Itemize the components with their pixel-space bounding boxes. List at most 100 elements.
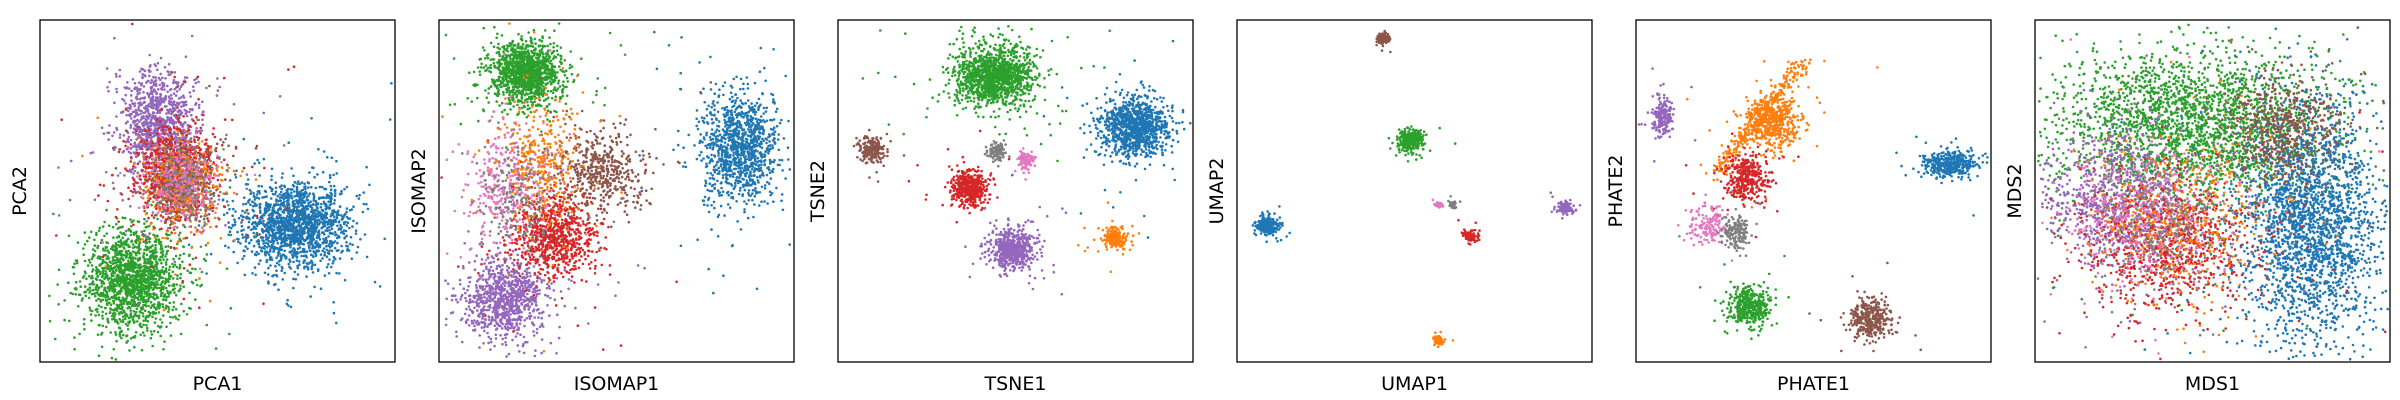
scatter-point [116,208,119,211]
scatter-point [139,144,143,148]
scatter-point [263,271,267,275]
scatter-point [147,289,151,292]
scatter-point [133,320,136,324]
scatter-point [152,329,156,333]
scatter-point [149,197,152,200]
scatter-point [129,313,133,317]
scatter-point [243,196,246,199]
scatter-point [344,212,347,216]
scatter-point [124,281,128,285]
scatter-point [128,245,131,249]
scatter-point [123,299,127,303]
scatter-point [314,212,318,216]
scatter-point [126,277,129,281]
scatter-point [79,285,82,289]
scatter-point [138,130,141,133]
scatter-point [167,118,171,121]
scatter-point [329,191,333,195]
scatter-point [259,259,262,262]
scatter-point [112,271,116,275]
scatter-point [118,263,122,267]
scatter-point [284,257,288,260]
scatter-point [340,244,343,248]
scatter-point [251,208,254,212]
scatter-point [133,334,137,338]
scatter-point [169,246,173,249]
scatter-point [147,247,150,251]
scatter-point [140,67,143,71]
scatter-point [225,200,229,203]
scatter-point [168,284,171,287]
scatter-point [307,202,311,205]
scatter-point [301,207,304,211]
scatter-point [136,154,140,157]
scatter-point [126,259,130,263]
scatter-point [133,104,136,108]
scatter-point [116,256,119,260]
scatter-point [163,98,167,101]
scatter-point [329,184,333,188]
scatter-point [270,167,274,171]
scatter-point [139,291,143,294]
scatter-point [78,280,82,283]
scatter-point [325,265,329,269]
scatter-point [129,146,133,150]
scatter-point [171,308,174,312]
scatter-point [83,259,87,263]
scatter-point [103,277,106,281]
scatter-point [336,224,339,228]
scatter-point [149,336,153,340]
scatter-point [122,268,125,272]
scatter-point [325,196,328,200]
scatter-point [292,286,295,290]
scatter-point [202,110,205,113]
scatter-point [111,299,115,303]
scatter-point [301,188,305,192]
scatter-point [127,140,130,144]
scatter-point [108,311,112,314]
scatter-point [263,251,267,254]
scatter-point [274,264,277,268]
scatter-point [155,92,158,96]
scatter-point [95,299,98,302]
scatter-point [304,185,307,188]
scatter-point [73,347,76,351]
scatter-point [158,83,162,87]
scatter-point [120,257,123,260]
scatter-point [99,262,103,266]
scatter-point [76,241,80,244]
scatter-point [145,326,149,330]
scatter-point [109,331,112,334]
scatter-point [112,131,116,134]
scatter-point [98,286,101,289]
scatter-point [165,325,168,329]
scatter-point [135,148,138,152]
scatter-point [96,244,100,248]
scatter-point [108,124,111,127]
scatter-point [143,270,147,274]
scatter-point [331,232,335,235]
scatter-point [157,158,161,162]
scatter-point [269,203,272,206]
scatter-point [122,149,126,153]
scatter-point [248,241,251,245]
scatter-point [56,283,59,286]
scatter-point [276,254,280,257]
scatter-point [248,198,251,201]
scatter-point [161,216,165,219]
scatter-point [129,337,133,340]
scatter-point [161,83,165,87]
scatter-point [246,183,250,186]
scatter-point [185,114,189,118]
scatter-point [259,211,262,214]
scatter-point [259,249,263,252]
scatter-point [155,97,158,101]
scatter-point [255,253,258,257]
scatter-point [298,228,302,232]
scatter-point [283,249,287,253]
scatter-point [323,253,327,257]
scatter-point [295,218,299,221]
scatter-point [194,81,198,85]
scatter-point [287,197,290,200]
scatter-point [99,257,102,261]
